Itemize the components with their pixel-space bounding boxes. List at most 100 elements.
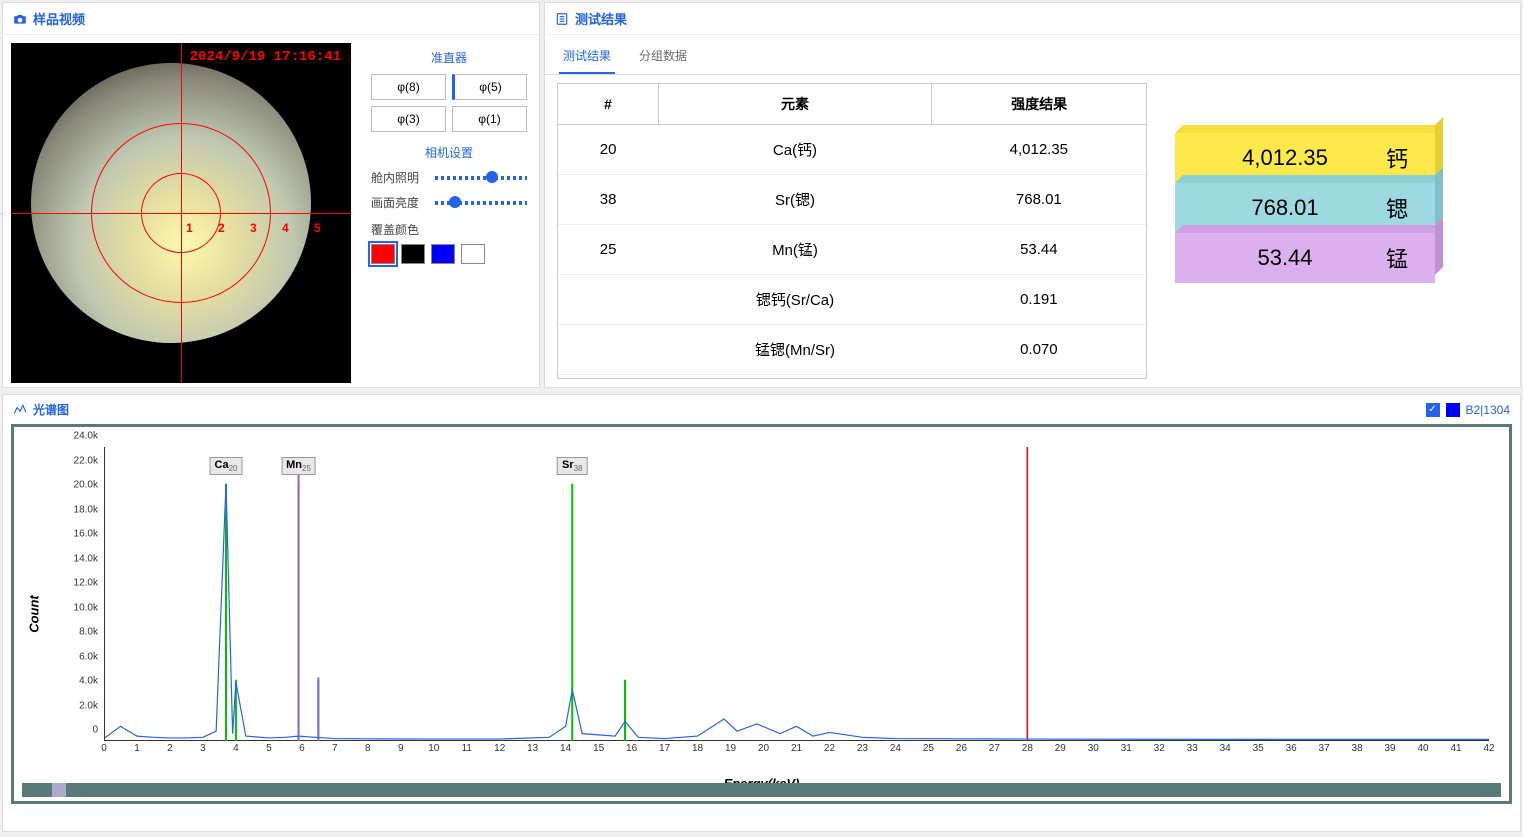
brightness-slider[interactable] — [435, 201, 527, 205]
x-tick: 20 — [758, 743, 769, 754]
collimator-button-1[interactable]: φ(5) — [452, 74, 527, 100]
collimator-title: 准直器 — [371, 49, 527, 66]
cell-value: 0.191 — [932, 275, 1146, 325]
x-tick: 9 — [398, 743, 404, 754]
table-row[interactable]: 25Mn(锰)53.44 — [558, 225, 1146, 275]
y-tick: 12.0k — [74, 578, 98, 589]
x-tick: 17 — [659, 743, 670, 754]
spectrum-panel: 光谱图 ✓ B2|1304 Count 02.0k4.0k6.0k8.0k10.… — [2, 394, 1521, 832]
color-swatch-1[interactable] — [401, 244, 425, 264]
y-tick: 10.0k — [74, 602, 98, 613]
x-tick: 27 — [989, 743, 1000, 754]
cell-num — [558, 325, 658, 375]
table-row[interactable]: 锰锶(Mn/Sr)0.070 — [558, 325, 1146, 375]
bar-element: 钙 — [1377, 142, 1417, 174]
bar-value: 53.44 — [1193, 245, 1377, 271]
x-tick: 30 — [1088, 743, 1099, 754]
x-tick: 26 — [956, 743, 967, 754]
x-tick: 38 — [1352, 743, 1363, 754]
x-tick: 2 — [167, 743, 173, 754]
crosshair-circle-outer — [91, 123, 271, 303]
cell-element: 锰锶(Mn/Sr) — [658, 325, 931, 375]
cell-num — [558, 275, 658, 325]
y-tick: 16.0k — [74, 529, 98, 540]
table-row[interactable]: 20Ca(钙)4,012.35 — [558, 125, 1146, 175]
sample-video-view[interactable]: 2024/9/19 17:16:41 12345 — [11, 43, 351, 383]
x-tick: 7 — [332, 743, 338, 754]
collimator-button-2[interactable]: φ(3) — [371, 106, 446, 132]
x-tick: 8 — [365, 743, 371, 754]
cell-value: 53.44 — [932, 225, 1146, 275]
x-tick: 13 — [527, 743, 538, 754]
color-swatch-0[interactable] — [371, 244, 395, 264]
y-tick: 0 — [92, 725, 98, 736]
x-tick: 11 — [462, 743, 472, 754]
x-tick: 25 — [923, 743, 934, 754]
crosshair-tick: 5 — [314, 221, 321, 235]
bar-value: 768.01 — [1193, 195, 1377, 221]
x-tick: 24 — [890, 743, 901, 754]
x-tick: 28 — [1022, 743, 1033, 754]
lighting-slider[interactable] — [435, 176, 527, 180]
cell-element: Sr(锶) — [658, 175, 931, 225]
x-tick: 18 — [692, 743, 703, 754]
crosshair-tick: 1 — [186, 221, 193, 235]
x-tick: 35 — [1253, 743, 1264, 754]
x-tick: 5 — [266, 743, 272, 754]
x-tick: 12 — [494, 743, 505, 754]
x-tick: 31 — [1121, 743, 1132, 754]
cell-num: 38 — [558, 175, 658, 225]
legend-checkbox[interactable]: ✓ — [1426, 403, 1440, 417]
x-tick: 16 — [626, 743, 637, 754]
legend-swatch — [1446, 403, 1460, 417]
x-tick: 0 — [101, 743, 107, 754]
spectrum-chart[interactable]: Count 02.0k4.0k6.0k8.0k10.0k12.0k14.0k16… — [11, 424, 1512, 804]
x-tick: 1 — [134, 743, 140, 754]
spectrum-legend: ✓ B2|1304 — [1426, 403, 1511, 417]
table-row[interactable]: 锶钙(Sr/Ca)0.191 — [558, 275, 1146, 325]
tab-0[interactable]: 测试结果 — [559, 41, 615, 74]
x-tick: 37 — [1319, 743, 1330, 754]
collimator-grid: φ(8)φ(5)φ(3)φ(1) — [371, 74, 527, 132]
y-tick: 18.0k — [74, 504, 98, 515]
peak-label-Sr[interactable]: Sr38 — [557, 457, 588, 475]
column-header: # — [558, 84, 658, 125]
x-tick: 33 — [1187, 743, 1198, 754]
x-tick: 23 — [857, 743, 868, 754]
x-tick: 4 — [233, 743, 239, 754]
summary-bars: 4,012.35钙768.01锶53.44锰 — [1167, 133, 1435, 379]
column-header: 强度结果 — [932, 84, 1146, 125]
spectrum-scrollbar[interactable] — [22, 783, 1501, 797]
tab-1[interactable]: 分组数据 — [635, 41, 691, 74]
list-icon — [555, 12, 569, 26]
y-tick: 8.0k — [79, 627, 98, 638]
color-swatch-3[interactable] — [461, 244, 485, 264]
y-tick: 6.0k — [79, 651, 98, 662]
x-tick: 29 — [1055, 743, 1066, 754]
spectrum-icon — [13, 403, 27, 417]
cell-element: 锶钙(Sr/Ca) — [658, 275, 931, 325]
cell-value: 0.070 — [932, 325, 1146, 375]
bar-element: 锰 — [1377, 242, 1417, 274]
bar-element: 锶 — [1377, 192, 1417, 224]
peak-label-Ca[interactable]: Ca20 — [210, 457, 243, 475]
peak-label-Mn[interactable]: Mn25 — [281, 457, 316, 475]
x-tick: 21 — [791, 743, 802, 754]
collimator-button-0[interactable]: φ(8) — [371, 74, 446, 100]
x-tick: 39 — [1385, 743, 1396, 754]
sample-video-panel: 样品视频 2024/9/19 17:16:41 12345 准直器 φ(8)φ(… — [2, 2, 540, 388]
video-timestamp: 2024/9/19 17:16:41 — [190, 49, 341, 65]
crosshair-tick: 3 — [250, 221, 257, 235]
video-controls: 准直器 φ(8)φ(5)φ(3)φ(1) 相机设置 舱内照明 画面亮度 覆盖颜色 — [359, 35, 539, 391]
y-tick: 20.0k — [74, 480, 98, 491]
camera-settings-title: 相机设置 — [371, 144, 527, 161]
x-tick: 14 — [560, 743, 571, 754]
table-row[interactable]: 38Sr(锶)768.01 — [558, 175, 1146, 225]
summary-bar-violet: 53.44锰 — [1175, 233, 1435, 283]
collimator-button-3[interactable]: φ(1) — [452, 106, 527, 132]
x-tick: 41 — [1450, 743, 1461, 754]
y-tick: 4.0k — [79, 676, 98, 687]
color-swatch-2[interactable] — [431, 244, 455, 264]
results-tabs: 测试结果分组数据 — [545, 35, 1520, 75]
video-panel-title: 样品视频 — [33, 9, 85, 28]
